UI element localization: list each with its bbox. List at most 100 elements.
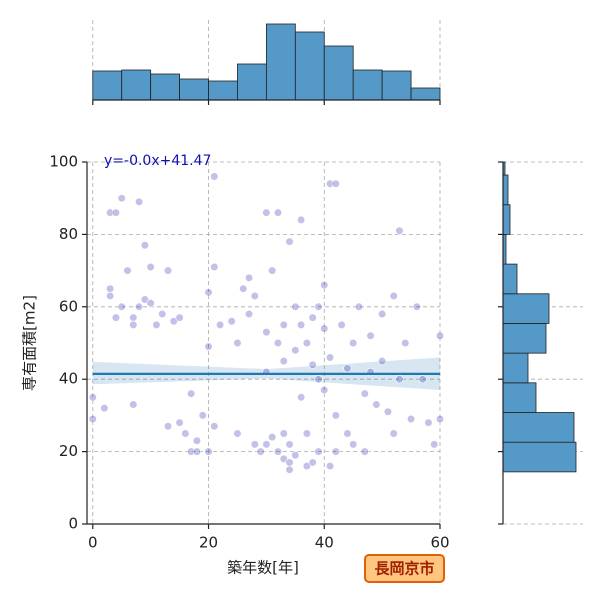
histogram-bar: [294, 31, 325, 101]
scatter-point: [129, 313, 138, 322]
histogram-bar: [502, 382, 537, 413]
scatter-point: [412, 302, 421, 311]
histogram-bar: [502, 204, 511, 235]
histogram-bar: [92, 70, 123, 101]
histogram-bar: [208, 80, 238, 101]
scatter-point: [424, 418, 433, 427]
scatter-point: [285, 458, 294, 467]
scatter-point: [343, 364, 352, 373]
scatter-point: [262, 328, 271, 337]
scatter-point: [192, 436, 202, 445]
scatter-point: [331, 447, 340, 456]
scatter-point: [210, 422, 219, 431]
x-tick-label: 20: [199, 534, 218, 552]
histogram-bar: [502, 174, 509, 206]
scatter-point: [100, 404, 109, 413]
scatter-point: [302, 429, 312, 438]
scatter-point: [106, 291, 115, 301]
scatter-point: [279, 320, 288, 330]
scatter-point: [140, 241, 149, 250]
scatter-point: [291, 451, 300, 460]
scatter-point: [308, 360, 317, 369]
scatter-point: [175, 313, 184, 322]
scatter-point: [354, 302, 364, 311]
scatter-point: [204, 342, 213, 351]
scatter-point: [395, 226, 404, 235]
scatter-point: [285, 440, 294, 449]
scatter-point: [210, 262, 219, 272]
scatter-point: [418, 375, 427, 384]
scatter-point: [250, 291, 259, 301]
histogram-bar: [237, 63, 267, 101]
scatter-point: [320, 385, 329, 395]
scatter-point: [383, 407, 393, 416]
scatter-point: [273, 208, 283, 217]
scatter-point: [360, 447, 369, 456]
scatter-point: [297, 393, 306, 402]
scatter-point: [268, 266, 277, 275]
scatter-point: [273, 338, 283, 348]
badge: 長岡京市: [374, 560, 434, 578]
scatter-point: [262, 208, 271, 217]
regression-label: y=-0.0x+41.47: [104, 153, 211, 169]
scatter-point: [291, 302, 300, 311]
scatter-point: [210, 172, 219, 181]
scatter-point: [430, 440, 439, 449]
histogram-bar: [502, 263, 518, 295]
x-axis-label: 築年数[年]: [227, 559, 299, 577]
scatter-point: [366, 331, 375, 340]
x-tick-label: 0: [88, 534, 98, 552]
histogram-bar: [323, 45, 354, 101]
scatter-point: [378, 357, 387, 366]
histogram-bar: [150, 73, 180, 101]
scatter-point: [331, 411, 340, 420]
y-axis-label: 専有面積[m2]: [21, 295, 39, 391]
scatter-point: [349, 440, 358, 449]
scatter-point: [111, 208, 121, 217]
histogram-bar: [381, 70, 412, 101]
scatter-point: [88, 393, 97, 402]
histogram-bar: [179, 78, 209, 101]
x-tick-label: 40: [315, 534, 334, 552]
scatter-point: [204, 447, 213, 456]
scatter-point: [106, 284, 115, 293]
scatter-point: [291, 346, 300, 355]
scatter-point: [401, 338, 410, 348]
scatter-point: [152, 320, 161, 330]
scatter-point: [337, 320, 346, 330]
scatter-point: [406, 414, 416, 424]
scatter-point: [158, 309, 167, 319]
histogram-bar: [502, 412, 575, 443]
scatter-point: [360, 389, 369, 398]
y-tick-label: 100: [49, 153, 78, 171]
scatter-point: [279, 357, 288, 366]
scatter-point: [435, 331, 445, 340]
scatter-point: [302, 338, 312, 348]
scatter-point: [314, 447, 323, 456]
scatter-point: [325, 461, 335, 471]
histogram-bar: [352, 69, 383, 101]
scatter-point: [320, 280, 329, 290]
scatter-point: [233, 429, 242, 438]
histogram-bar: [121, 69, 152, 101]
scatter-point: [111, 313, 121, 322]
y-tick-label: 40: [59, 370, 78, 388]
scatter-point: [262, 440, 271, 449]
scatter-point: [134, 302, 144, 311]
scatter-point: [297, 320, 306, 330]
scatter-point: [117, 302, 126, 311]
scatter-point: [308, 313, 317, 322]
scatter-point: [435, 414, 445, 424]
scatter-point: [169, 317, 178, 326]
scatter-point: [129, 400, 138, 409]
scatter-point: [343, 429, 352, 438]
scatter-point: [314, 375, 323, 384]
scatter-point: [308, 458, 317, 467]
scatter-point: [302, 461, 312, 471]
scatter-point: [279, 429, 288, 438]
scatter-point: [187, 447, 196, 456]
scatter-point: [117, 194, 126, 203]
scatter-point: [134, 197, 144, 206]
scatter-point: [146, 299, 155, 308]
